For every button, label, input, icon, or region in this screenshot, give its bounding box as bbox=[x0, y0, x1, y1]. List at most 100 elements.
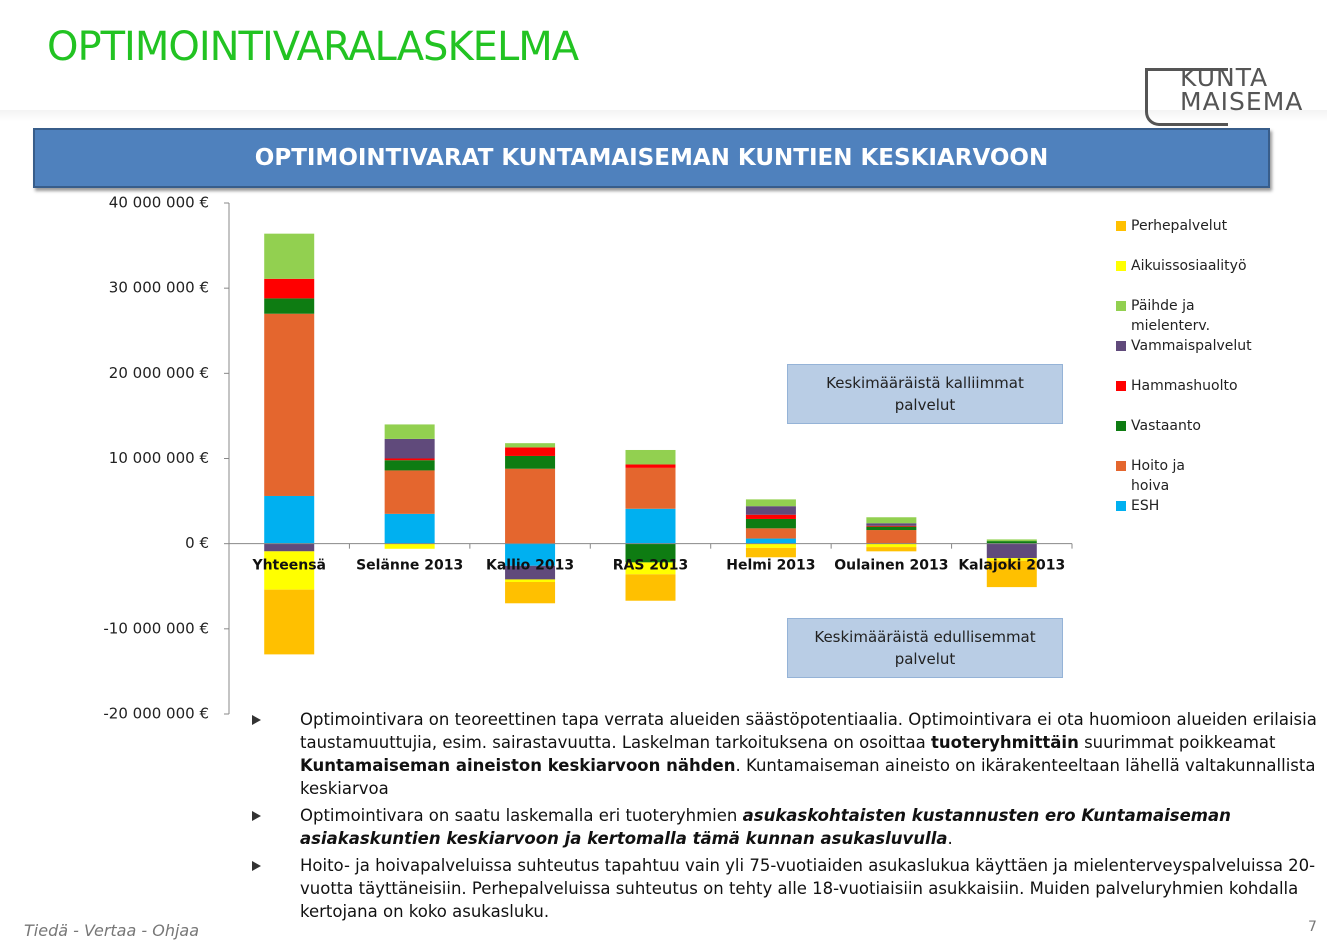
bar-segment bbox=[745, 499, 796, 507]
bar-segment bbox=[625, 574, 676, 601]
bar-segment bbox=[986, 543, 1037, 559]
bullet-text: tuoteryhmittäin bbox=[930, 733, 1079, 752]
bar-segment bbox=[986, 541, 1037, 544]
bar-segment bbox=[264, 313, 315, 496]
chart-title: OPTIMOINTIVARAT KUNTAMAISEMAN KUNTIEN KE… bbox=[33, 128, 1270, 188]
legend-swatch bbox=[1116, 461, 1126, 471]
header-band bbox=[0, 110, 1327, 122]
bullet-text: suurimmat poikkeamat bbox=[1078, 733, 1276, 752]
legend-swatch bbox=[1116, 221, 1126, 231]
x-tick-label: Oulainen 2013 bbox=[834, 558, 948, 574]
legend-item: Päihde ja mielenterv. bbox=[1116, 296, 1226, 336]
bar-segment bbox=[866, 547, 917, 552]
y-tick-label: 20 000 000 € bbox=[109, 364, 209, 382]
legend-label: Perhepalvelut bbox=[1131, 218, 1228, 234]
bar-segment bbox=[505, 447, 556, 456]
x-tick-label: Kallio 2013 bbox=[486, 558, 574, 574]
bar-segment bbox=[384, 424, 435, 439]
bar-segment bbox=[505, 565, 556, 580]
y-tick-label: 40 000 000 € bbox=[109, 194, 209, 212]
x-tick-label: Yhteensä bbox=[251, 558, 326, 574]
bullet-text: . bbox=[947, 829, 953, 848]
bar-segment bbox=[384, 513, 435, 544]
x-tick-label: Selänne 2013 bbox=[356, 558, 463, 574]
bar-segment bbox=[505, 543, 556, 566]
bar-segment bbox=[505, 579, 556, 582]
bar-segment bbox=[866, 517, 917, 524]
logo: KUNTA MAISEMA bbox=[1180, 63, 1304, 116]
bar-segment bbox=[264, 495, 315, 544]
logo-frame bbox=[1145, 68, 1228, 126]
bar-segment bbox=[384, 470, 435, 514]
bullet-text: Optimointivara on teoreettinen tapa verr… bbox=[300, 710, 1317, 752]
bar-segment bbox=[866, 543, 917, 548]
legend-item: Vastaanto bbox=[1116, 416, 1226, 436]
x-tick-label: Helmi 2013 bbox=[726, 558, 815, 574]
legend-label: Päihde ja mielenterv. bbox=[1131, 298, 1211, 334]
bar-segment bbox=[745, 528, 796, 539]
annotation: Keskimääräistä edullisemmat palvelut bbox=[787, 618, 1063, 678]
legend-label: ESH bbox=[1131, 498, 1160, 514]
logo-bottom: MAISEMA bbox=[1180, 87, 1304, 116]
bar-segment bbox=[384, 460, 435, 471]
legend-label: Vammaispalvelut bbox=[1131, 338, 1252, 354]
y-tick-label: 10 000 000 € bbox=[109, 449, 209, 467]
bar-segment bbox=[745, 518, 796, 529]
bar-segment bbox=[986, 558, 1037, 561]
bar-segment bbox=[625, 562, 676, 575]
bar-segment bbox=[745, 543, 796, 548]
bar-segment bbox=[505, 581, 556, 604]
bullet-text: Hoito- ja hoivapalveluissa suhteutus tap… bbox=[300, 856, 1316, 921]
bar-segment bbox=[264, 298, 315, 314]
legend-item: Hoito ja hoiva bbox=[1116, 456, 1226, 496]
bar-segment bbox=[625, 543, 676, 563]
slide-title: OPTIMOINTIVARALASKELMA bbox=[47, 24, 579, 70]
logo-top: KUNTA bbox=[1180, 63, 1269, 92]
bar-segment bbox=[505, 468, 556, 544]
x-tick-label: Kalajoki 2013 bbox=[958, 558, 1065, 574]
bar-segment bbox=[264, 278, 315, 299]
bar-segment bbox=[986, 539, 1037, 542]
y-tick-label: -10 000 000 € bbox=[103, 619, 209, 637]
legend-label: Vastaanto bbox=[1131, 418, 1201, 434]
bar-segment bbox=[745, 538, 796, 544]
y-tick-label: 30 000 000 € bbox=[109, 279, 209, 297]
bar-segment bbox=[625, 467, 676, 509]
bar-segment bbox=[866, 525, 917, 527]
legend-label: Hammashuolto bbox=[1131, 378, 1238, 394]
legend-item: Perhepalvelut bbox=[1116, 216, 1228, 236]
bar-segment bbox=[866, 526, 917, 531]
bar-segment bbox=[384, 543, 435, 549]
bullet-text: asukaskohtaisten kustannusten ero Kuntam… bbox=[300, 806, 1231, 848]
bar-segment bbox=[264, 589, 315, 655]
bullet-text: . Kuntamaiseman aineisto on ikärakenteel… bbox=[300, 756, 1316, 798]
legend-swatch bbox=[1116, 261, 1126, 271]
bar-segment bbox=[264, 543, 315, 552]
bar-segment bbox=[384, 438, 435, 459]
bar-segment bbox=[745, 547, 796, 558]
bar-segment bbox=[505, 443, 556, 448]
legend-swatch bbox=[1116, 421, 1126, 431]
legend-label: Hoito ja hoiva bbox=[1131, 458, 1185, 494]
legend-swatch bbox=[1116, 381, 1126, 391]
legend-swatch bbox=[1116, 301, 1126, 311]
bar-segment bbox=[745, 506, 796, 515]
annotation: Keskimääräistä kalliimmat palvelut bbox=[787, 364, 1063, 424]
y-tick-label: 0 € bbox=[185, 534, 209, 552]
bullet-text: Optimointivara on saatu laskemalla eri t… bbox=[300, 806, 743, 825]
bar-segment bbox=[625, 449, 676, 465]
x-tick-label: RAS 2013 bbox=[613, 558, 689, 574]
bar-segment bbox=[505, 455, 556, 469]
bullet-text: Kuntamaiseman aineiston keskiarvoon nähd… bbox=[300, 756, 736, 775]
legend-item: Hammashuolto bbox=[1116, 376, 1238, 396]
bar-segment bbox=[264, 233, 315, 279]
legend-label: Aikuissosiaalityö bbox=[1131, 258, 1247, 274]
y-tick-label: -20 000 000 € bbox=[103, 705, 209, 723]
legend-swatch bbox=[1116, 501, 1126, 511]
bullet: Optimointivara on saatu laskemalla eri t… bbox=[252, 804, 1320, 850]
legend-item: ESH bbox=[1116, 496, 1226, 516]
legend-swatch bbox=[1116, 341, 1126, 351]
bullet-list: Optimointivara on teoreettinen tapa verr… bbox=[252, 708, 1320, 927]
footer-slogan: Tiedä - Vertaa - Ohjaa bbox=[24, 921, 200, 940]
